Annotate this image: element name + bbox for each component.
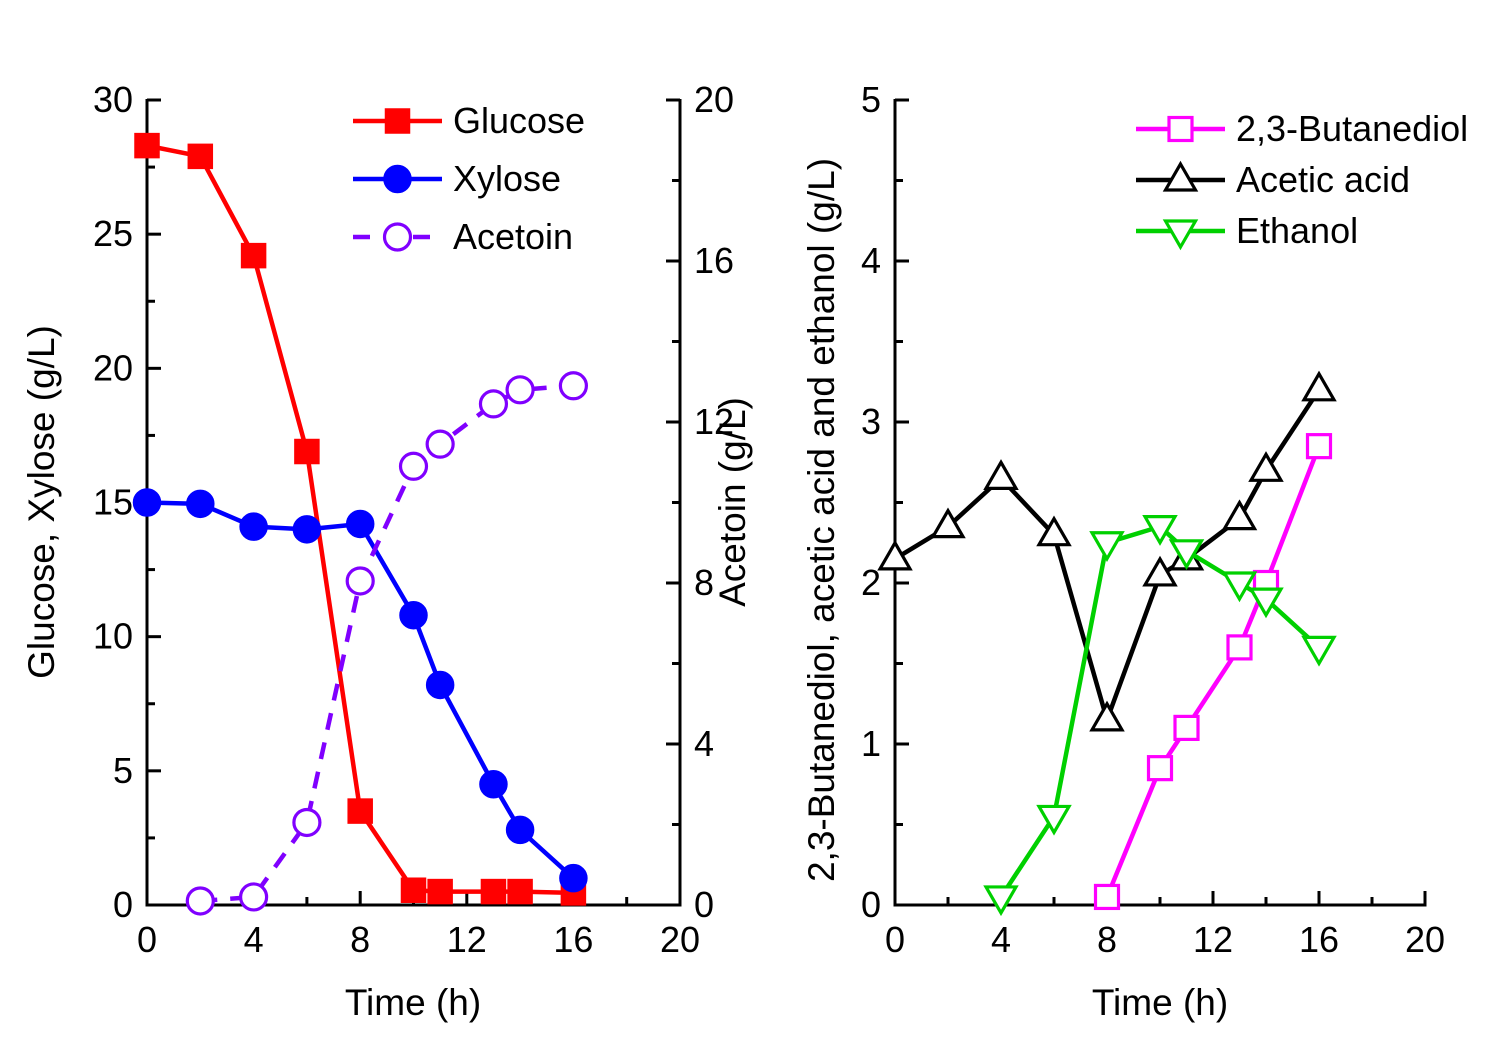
- acetoin-legend-marker-icon: [353, 222, 442, 252]
- legend-item-acetoin: Acetoin: [350, 216, 585, 258]
- legend-item-xylose: Xylose: [350, 158, 585, 200]
- panel-sugars-acetoin: 0 4 8 12 16 20 0 5 10 15 20 25 30 0 4 8 12 16 20 Glucose, …: [21, 79, 753, 1023]
- svg-text:1: 1: [861, 723, 881, 764]
- svg-text:10: 10: [93, 616, 133, 657]
- legend-label-acetic-acid: Acetic acid: [1236, 159, 1411, 200]
- svg-text:25: 25: [93, 213, 133, 254]
- x-axis-label-left-panel: Time (h): [344, 982, 482, 1023]
- svg-text:5: 5: [861, 79, 881, 120]
- y-axis-label-products: 2,3-Butanediol, acetic acid and ethanol …: [801, 157, 842, 883]
- svg-text:15: 15: [93, 482, 133, 523]
- legend-item-butanediol: 2,3-Butanediol: [1133, 108, 1468, 150]
- svg-text:4: 4: [244, 919, 264, 960]
- svg-text:0: 0: [885, 919, 905, 960]
- x-axis-label-right-panel: Time (h): [1091, 982, 1229, 1023]
- legend-label-butanediol: 2,3-Butanediol: [1236, 108, 1469, 149]
- panel-products: 0 4 8 12 16 20 0 1 2 3 4 5 2,3-Butanediol, acetic a…: [750, 0, 1500, 1059]
- svg-text:5: 5: [113, 750, 133, 791]
- svg-text:12: 12: [447, 919, 487, 960]
- svg-text:8: 8: [1097, 919, 1117, 960]
- legend-label-xylose: Xylose: [453, 158, 562, 199]
- legend-item-glucose: Glucose: [350, 100, 585, 142]
- svg-text:20: 20: [93, 347, 133, 388]
- acetic-acid-legend-marker-icon: [1136, 160, 1225, 192]
- right-panel-legend: 2,3-Butanediol Acetic acid Ethanol: [1133, 108, 1468, 252]
- y-axis-label-acetoin: Acetoin (g/L): [712, 397, 753, 607]
- svg-text:8: 8: [350, 919, 370, 960]
- svg-text:20: 20: [660, 919, 700, 960]
- svg-text:12: 12: [1193, 919, 1233, 960]
- svg-text:0: 0: [861, 884, 881, 925]
- y-axis-label-glucose-xylose: Glucose, Xylose (g/L): [21, 325, 62, 679]
- svg-text:30: 30: [93, 79, 133, 120]
- xylose-legend-marker-icon: [353, 164, 442, 194]
- svg-text:20: 20: [694, 79, 734, 120]
- legend-label-glucose: Glucose: [453, 100, 586, 141]
- svg-text:4: 4: [694, 723, 714, 764]
- legend-label-acetoin: Acetoin: [453, 216, 574, 257]
- legend-label-ethanol: Ethanol: [1236, 210, 1359, 251]
- svg-text:0: 0: [694, 884, 714, 925]
- butanediol-legend-marker-icon: [1136, 115, 1225, 143]
- svg-text:20: 20: [1405, 919, 1445, 960]
- svg-text:4: 4: [991, 919, 1011, 960]
- svg-text:16: 16: [553, 919, 593, 960]
- svg-text:3: 3: [861, 401, 881, 442]
- svg-text:0: 0: [137, 919, 157, 960]
- svg-text:8: 8: [694, 562, 714, 603]
- glucose-legend-marker-icon: [353, 108, 442, 134]
- left-panel-legend: Glucose Xylose Acetoin: [350, 100, 585, 258]
- svg-text:16: 16: [1299, 919, 1339, 960]
- svg-text:0: 0: [113, 884, 133, 925]
- svg-text:16: 16: [694, 240, 734, 281]
- svg-text:2: 2: [861, 562, 881, 603]
- legend-item-ethanol: Ethanol: [1133, 210, 1468, 252]
- legend-item-acetic-acid: Acetic acid: [1133, 159, 1468, 201]
- ethanol-legend-marker-icon: [1136, 219, 1225, 251]
- svg-text:4: 4: [861, 240, 881, 281]
- svg-text:12: 12: [694, 401, 734, 442]
